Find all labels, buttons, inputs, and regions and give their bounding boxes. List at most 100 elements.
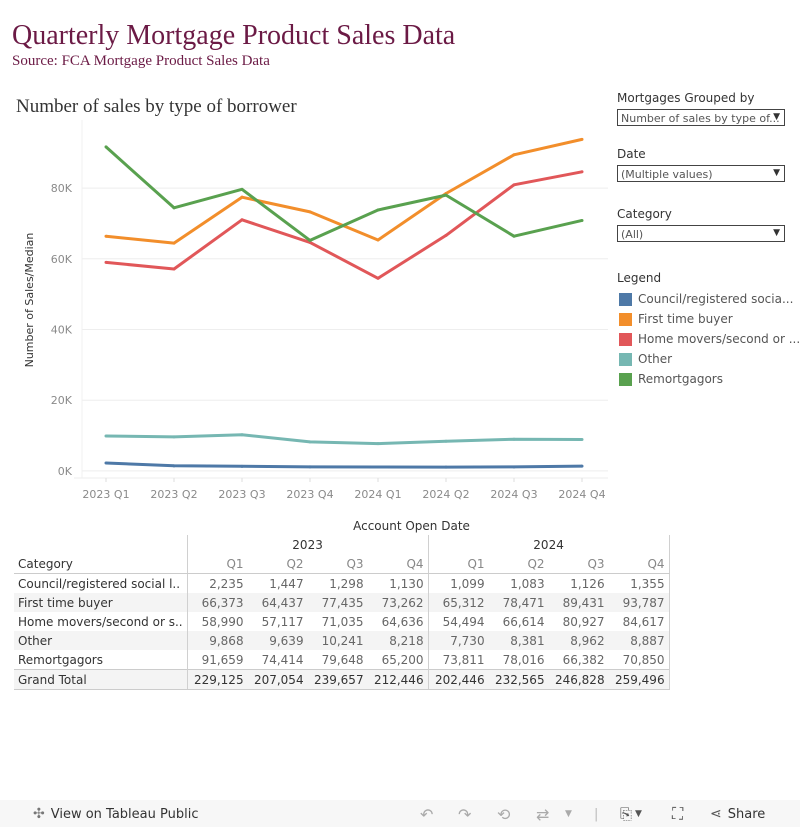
data-point[interactable] [512, 465, 516, 469]
data-point[interactable] [580, 438, 584, 442]
cell-value: 66,382 [562, 652, 605, 667]
data-point[interactable] [240, 464, 244, 468]
revert-icon[interactable]: ⟲ [497, 804, 511, 824]
data-point[interactable] [104, 145, 108, 149]
series-line-home-movers-second-or-subsequent-buyers[interactable] [105, 170, 583, 280]
legend-item-council[interactable]: Council/registered socia... [619, 291, 793, 307]
data-point[interactable] [376, 276, 380, 280]
data-point[interactable] [308, 210, 312, 214]
data-point[interactable] [308, 440, 312, 444]
data-point[interactable] [376, 238, 380, 242]
quarter-header: Q2 [247, 554, 308, 574]
data-point[interactable] [512, 234, 516, 238]
legend-item-other[interactable]: Other [619, 351, 672, 367]
table-row: Home movers/second or s.. 58,990 57,117 71,… [14, 612, 670, 631]
date-filter-select[interactable]: (Multiple values) ▼ [617, 165, 785, 182]
category-filter-select[interactable]: (All) ▼ [617, 225, 785, 242]
share-button[interactable]: ⋖ Share [710, 805, 765, 823]
row-category: Other [14, 631, 188, 650]
y-tick-label: 60K [51, 253, 73, 266]
series-lines [104, 137, 584, 469]
data-point[interactable] [172, 267, 176, 271]
year-header-row: 2023 2024 [14, 535, 670, 554]
x-tick-label: 2024 Q4 [558, 488, 605, 501]
grand-total-row: Grand Total 229,125 207,054 239,657 212,446 2… [14, 669, 670, 690]
cell-value: 1,447 [269, 576, 304, 591]
data-point[interactable] [240, 195, 244, 199]
data-point[interactable] [240, 187, 244, 191]
legend-label: Remortgagors [638, 372, 723, 386]
legend-item-remortgagors[interactable]: Remortgagors [619, 371, 723, 387]
data-point[interactable] [580, 137, 584, 141]
cell-value: 91,659 [186, 650, 248, 670]
data-point[interactable] [308, 238, 312, 242]
x-tick-label: 2023 Q2 [150, 488, 197, 501]
data-point[interactable] [172, 464, 176, 468]
grouped-by-select[interactable]: Number of sales by type of... ▼ [617, 109, 785, 126]
cell-value: 1,083 [510, 576, 545, 591]
cell-value: 1,130 [389, 576, 424, 591]
data-point[interactable] [172, 206, 176, 210]
dropdown-arrow-icon: ▼ [773, 228, 780, 238]
crosstab-table: 2023 2024 Category Q1 Q2 Q3 Q4 Q1 Q2 Q3 … [14, 535, 670, 690]
legend-title: Legend [617, 271, 662, 285]
cell-value: 78,471 [488, 593, 549, 612]
cell-value: 8,381 [488, 631, 549, 650]
y-tick-label: 20K [51, 394, 73, 407]
cell-value: 212,446 [367, 669, 429, 690]
data-point[interactable] [444, 465, 448, 469]
data-point[interactable] [376, 442, 380, 446]
cell-value: 8,887 [608, 631, 670, 650]
data-point[interactable] [512, 183, 516, 187]
data-point[interactable] [376, 208, 380, 212]
cell-value: 71,035 [321, 614, 364, 629]
data-point[interactable] [444, 233, 448, 237]
dashboard-title: Quarterly Mortgage Product Sales Data [12, 20, 456, 51]
cell-value: 58,990 [186, 612, 248, 631]
series-line-council-registered-social-landlord[interactable] [105, 461, 583, 469]
data-point[interactable] [104, 234, 108, 238]
data-point[interactable] [240, 218, 244, 222]
quarter-header: Q4 [367, 554, 429, 574]
view-on-tableau-public-link[interactable]: ✣ View on Tableau Public [33, 805, 198, 823]
cell-value: 80,927 [562, 614, 605, 629]
series-line-remortgagors[interactable] [104, 145, 583, 242]
cell-value: 1,099 [427, 573, 489, 593]
legend-item-home-movers[interactable]: Home movers/second or ... [619, 331, 800, 347]
data-point[interactable] [376, 465, 380, 469]
redo-icon[interactable]: ↷ [458, 804, 472, 824]
dropdown-arrow-icon: ▼ [773, 112, 780, 122]
data-point[interactable] [580, 218, 584, 222]
x-tick-label: 2023 Q4 [286, 488, 333, 501]
data-point[interactable] [240, 433, 244, 437]
undo-icon[interactable]: ↶ [420, 804, 434, 824]
legend-item-first-time-buyer[interactable]: First time buyer [619, 311, 733, 327]
data-point[interactable] [512, 153, 516, 157]
series-line-other[interactable] [105, 433, 583, 446]
data-point[interactable] [308, 465, 312, 469]
category-filter-label: Category [617, 207, 672, 221]
y-axis-ticks: 0K 20K 40K 60K 80K [51, 182, 73, 478]
cell-value: 9,868 [186, 631, 248, 650]
data-point[interactable] [104, 260, 108, 264]
data-point[interactable] [172, 241, 176, 245]
data-point[interactable] [172, 435, 176, 439]
y-tick-label: 40K [51, 324, 73, 337]
legend-swatch [619, 372, 632, 386]
data-point[interactable] [104, 434, 108, 438]
download-icon[interactable]: ⎘ ▼ [620, 805, 642, 823]
data-point[interactable] [512, 437, 516, 441]
fullscreen-icon[interactable]: ⛶ [672, 804, 684, 823]
series-line-first-time-buyer[interactable] [105, 137, 583, 245]
data-point[interactable] [580, 170, 584, 174]
date-filter-label: Date [617, 147, 646, 161]
cell-value: 259,496 [608, 669, 670, 690]
data-point[interactable] [104, 461, 108, 465]
refresh-icon[interactable]: ⇄ [536, 804, 550, 824]
data-point[interactable] [580, 464, 584, 468]
refresh-dropdown-icon[interactable]: ▼ [565, 809, 572, 819]
data-point[interactable] [444, 193, 448, 197]
cell-value: 54,494 [427, 612, 489, 631]
data-point[interactable] [444, 439, 448, 443]
